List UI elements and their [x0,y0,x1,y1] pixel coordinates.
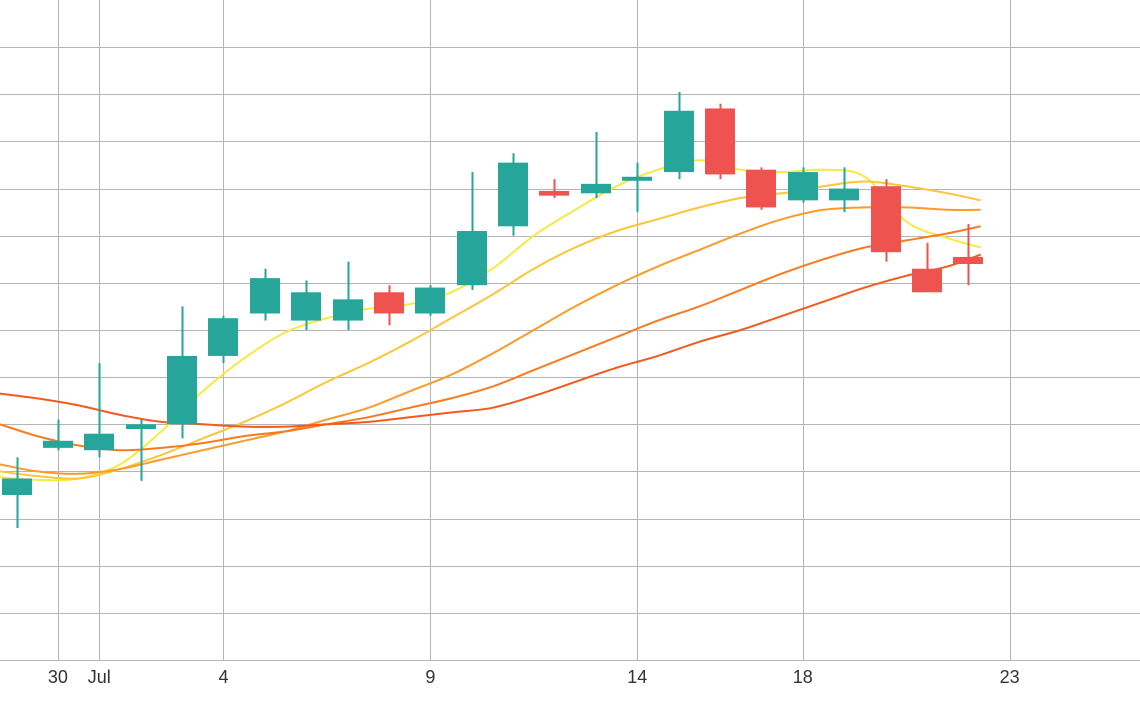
candle-down [912,242,942,293]
candle-body [291,292,321,321]
candle-up [581,132,611,198]
candle-body [664,110,694,173]
moving-average-lines [0,159,982,482]
candle-down [871,179,901,262]
candle-up [457,172,487,290]
candle-up [291,280,321,330]
candle-body [622,176,652,181]
candle-body [788,172,818,201]
candle-body [498,162,528,227]
x-tick-label: 4 [218,667,228,687]
candle-body [2,478,32,495]
x-tick-label: 18 [793,667,813,687]
moving-average-line-5 [0,253,982,428]
candle-body [829,188,859,201]
candle-down [953,223,983,286]
candle-body [705,108,735,175]
candle-down [539,179,569,198]
candle-up [84,363,114,458]
moving-average-line-1 [0,159,981,482]
x-tick-label: 30 [48,667,68,687]
moving-average-line-3 [0,206,981,475]
candle-body [167,355,197,425]
candle-body [539,190,569,196]
candle-up [498,153,528,236]
candle-down [705,103,735,180]
x-tick-label: 14 [627,667,647,687]
candle-body [953,256,983,264]
candle-up [250,268,280,321]
moving-average-line-2 [0,180,981,480]
candle-body [871,186,901,253]
candle-down [746,167,776,210]
candle-body [126,424,156,429]
candle-body [415,287,445,314]
candle-up [622,162,652,213]
candle-body [374,292,404,314]
x-tick-label: 9 [425,667,435,687]
candle-up [167,306,197,439]
candle-body [333,299,363,321]
candle-up [788,167,818,203]
x-axis: 30 Jul 4 9 14 18 23 [48,667,1020,687]
candles [2,91,983,528]
candle-body [84,433,114,451]
candle-up [126,419,156,481]
candle-up [829,167,859,213]
moving-average-line-4 [0,225,981,452]
candle-body [912,268,942,293]
x-tick-label: Jul [88,667,111,687]
candle-body [581,183,611,194]
candle-up [415,285,445,316]
candle-up [333,261,363,330]
candle-down [374,285,404,326]
x-tick-label: 23 [1000,667,1020,687]
candle-body [746,169,776,208]
candle-body [43,440,73,448]
candle-up [208,315,238,363]
candle-body [457,231,487,286]
candle-up [43,419,73,451]
grid [0,0,1140,661]
candle-up [664,91,694,180]
candle-up [2,457,32,528]
candle-body [250,278,280,314]
candle-body [208,318,238,356]
